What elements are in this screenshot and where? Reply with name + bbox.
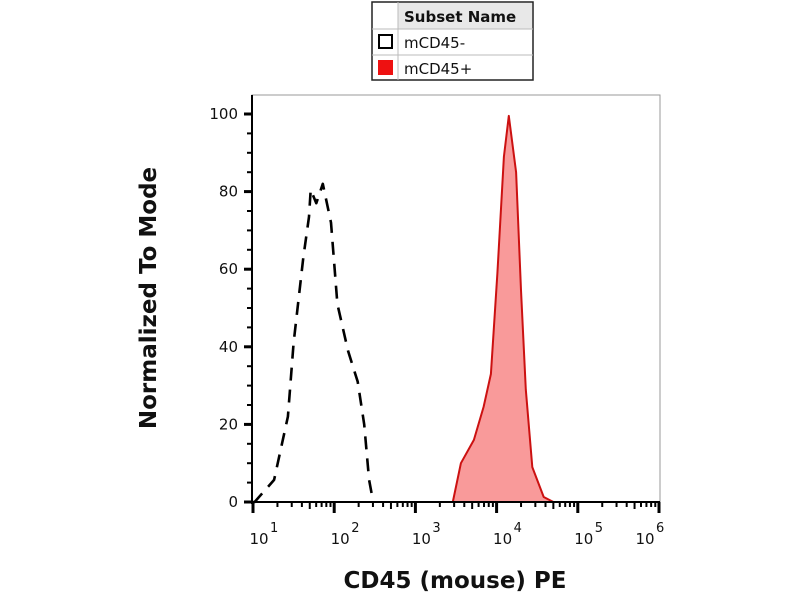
legend-swatch-positive [378,60,393,75]
legend-entry-positive: mCD45+ [404,60,472,78]
x-tick-label: 10 [574,530,593,548]
y-tick-label: 40 [219,338,238,356]
legend-title: Subset Name [404,8,516,26]
x-tick-exponent: 5 [595,521,603,536]
series-line-mCD45- [253,182,375,504]
x-tick-exponent: 2 [351,521,359,536]
y-tick-label: 100 [209,105,238,123]
x-tick-label: 10 [249,530,268,548]
x-tick-label: 10 [493,530,512,548]
x-tick-exponent: 1 [270,521,278,536]
y-tick-label: 60 [219,260,238,278]
plot-area [251,94,661,504]
x-tick-label: 10 [331,530,350,548]
series-line-mCD45+ [253,114,659,503]
y-tick-label: 20 [219,415,238,433]
x-tick-exponent: 4 [514,521,522,536]
x-tick-exponent: 3 [432,521,440,536]
y-axis-title: Normalized To Mode [136,167,162,429]
y-tick-label: 80 [219,183,238,201]
plot-frame [251,94,661,503]
y-tick-label: 0 [228,493,238,511]
legend-header-bg [398,3,532,29]
x-tick-label: 10 [635,530,654,548]
legend-swatch-negative [378,34,393,49]
x-axis-title: CD45 (mouse) PE [343,568,566,594]
x-tick-exponent: 6 [656,521,664,536]
legend: Subset Name mCD45- mCD45+ [371,1,534,81]
legend-entry-negative: mCD45- [404,34,465,52]
x-tick-label: 10 [412,530,431,548]
